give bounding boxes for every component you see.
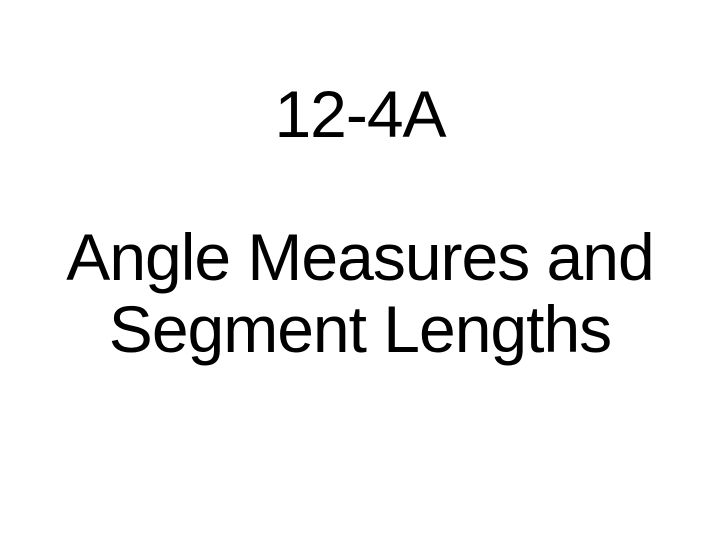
section-number: 12-4A	[274, 78, 445, 151]
slide-title: Angle Measures and Segment Lengths	[66, 221, 653, 366]
title-line-2: Segment Lengths	[109, 292, 611, 366]
title-line-1: Angle Measures and	[66, 220, 653, 294]
slide-container: 12-4A Angle Measures and Segment Lengths	[0, 0, 720, 540]
